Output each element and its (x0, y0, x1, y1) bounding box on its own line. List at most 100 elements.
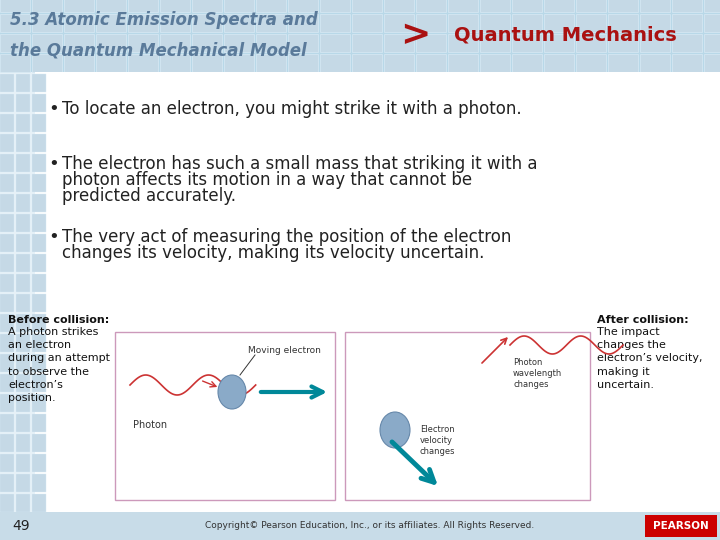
Bar (576, 14, 606, 32)
Bar (384, 54, 414, 72)
Bar (32, 434, 46, 452)
Bar (32, 94, 46, 112)
Bar (352, 14, 382, 32)
Bar (0, 354, 14, 372)
Bar (32, 194, 46, 212)
Bar (352, 34, 382, 52)
Bar (224, 14, 254, 32)
Bar (0, 434, 14, 452)
Bar (608, 54, 638, 72)
Bar (512, 54, 542, 72)
Bar (16, 474, 30, 492)
Text: Moving electron: Moving electron (248, 346, 321, 355)
Bar (32, 494, 46, 512)
Text: A photon strikes
an electron
during an attempt
to observe the
electron’s
positio: A photon strikes an electron during an a… (8, 327, 110, 403)
Bar (320, 14, 350, 32)
Bar (416, 54, 446, 72)
Bar (192, 14, 222, 32)
Ellipse shape (380, 412, 410, 448)
Bar (640, 54, 670, 72)
Text: The very act of measuring the position of the electron: The very act of measuring the position o… (62, 228, 511, 246)
Bar (384, 0, 414, 12)
Text: 5.3 Atomic Emission Spectra and: 5.3 Atomic Emission Spectra and (10, 11, 318, 29)
Bar (0, 274, 14, 292)
Bar (16, 214, 30, 232)
Text: Electron
velocity
changes: Electron velocity changes (420, 425, 456, 456)
Bar (320, 34, 350, 52)
Bar (645, 515, 717, 537)
Bar (16, 94, 30, 112)
Bar (704, 34, 720, 52)
Bar (16, 394, 30, 412)
Bar (512, 0, 542, 12)
Bar (0, 494, 14, 512)
Bar (0, 54, 30, 72)
Bar (576, 34, 606, 52)
Bar (0, 394, 14, 412)
Bar (32, 154, 46, 172)
Bar (64, 14, 94, 32)
Bar (384, 14, 414, 32)
Text: Quantum Mechanics: Quantum Mechanics (454, 25, 676, 44)
Bar (32, 134, 46, 152)
Bar (672, 0, 702, 12)
Bar (576, 0, 606, 12)
Bar (704, 14, 720, 32)
Bar (288, 14, 318, 32)
Bar (480, 0, 510, 12)
Text: photon affects its motion in a way that cannot be: photon affects its motion in a way that … (62, 171, 472, 189)
Bar (32, 34, 62, 52)
Ellipse shape (218, 375, 246, 409)
Bar (0, 254, 14, 272)
Bar (448, 54, 478, 72)
Text: Copyright© Pearson Education, Inc., or its affiliates. All Rights Reserved.: Copyright© Pearson Education, Inc., or i… (205, 522, 535, 530)
Bar (32, 14, 62, 32)
Bar (544, 0, 574, 12)
Bar (576, 54, 606, 72)
Bar (448, 34, 478, 52)
Bar (0, 14, 30, 32)
Bar (16, 314, 30, 332)
Bar (16, 414, 30, 432)
Bar (0, 234, 14, 252)
Bar (32, 474, 46, 492)
Bar (256, 54, 286, 72)
Bar (640, 34, 670, 52)
Bar (64, 34, 94, 52)
Bar (608, 34, 638, 52)
Bar (416, 0, 446, 12)
Text: Photon
wavelength
changes: Photon wavelength changes (513, 358, 562, 389)
Bar (32, 374, 46, 392)
Text: •: • (48, 228, 59, 246)
Bar (16, 174, 30, 192)
Bar (320, 0, 350, 12)
Bar (16, 454, 30, 472)
Bar (0, 474, 14, 492)
Bar (96, 54, 126, 72)
Bar (32, 394, 46, 412)
Bar (0, 134, 14, 152)
Bar (512, 14, 542, 32)
Bar (32, 294, 46, 312)
Bar (160, 14, 190, 32)
Bar (160, 0, 190, 12)
Bar (448, 0, 478, 12)
Bar (16, 374, 30, 392)
Bar (0, 0, 30, 12)
Bar (608, 0, 638, 12)
Bar (640, 0, 670, 12)
Bar (64, 0, 94, 12)
Bar (32, 314, 46, 332)
Bar (288, 0, 318, 12)
Bar (32, 214, 46, 232)
Bar (16, 114, 30, 132)
Text: changes its velocity, making its velocity uncertain.: changes its velocity, making its velocit… (62, 244, 485, 262)
Bar (0, 114, 14, 132)
Bar (0, 512, 720, 540)
Text: The impact
changes the
electron’s velocity,
making it
uncertain.: The impact changes the electron’s veloci… (597, 327, 703, 390)
Bar (96, 0, 126, 12)
Text: predicted accurately.: predicted accurately. (62, 187, 236, 205)
Bar (0, 314, 14, 332)
Bar (544, 34, 574, 52)
Bar (32, 454, 46, 472)
